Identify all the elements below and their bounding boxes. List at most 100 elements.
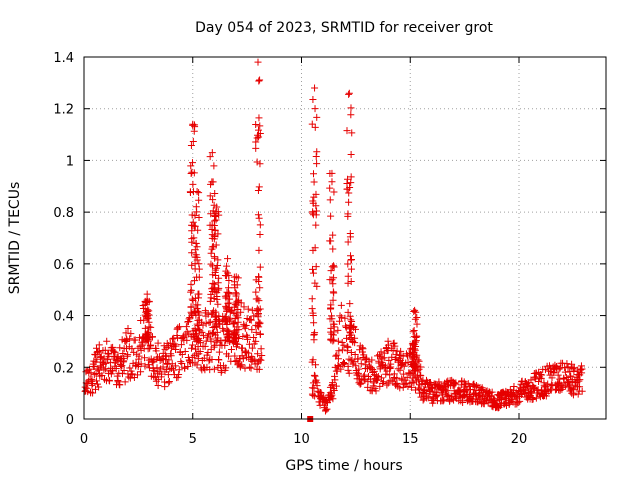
data-point bbox=[211, 227, 219, 235]
data-point bbox=[195, 260, 203, 268]
data-point bbox=[514, 399, 522, 407]
data-point bbox=[211, 269, 219, 277]
data-point bbox=[419, 396, 427, 404]
data-point bbox=[417, 372, 425, 380]
data-point bbox=[414, 384, 422, 392]
data-point bbox=[175, 366, 183, 374]
data-point bbox=[345, 189, 353, 197]
data-point bbox=[550, 369, 558, 377]
data-point bbox=[208, 309, 216, 317]
data-point bbox=[154, 339, 162, 347]
data-point bbox=[89, 389, 97, 397]
data-point bbox=[230, 320, 238, 328]
data-point bbox=[409, 341, 417, 349]
data-point bbox=[255, 365, 263, 373]
data-point bbox=[128, 345, 136, 353]
data-point bbox=[152, 347, 160, 355]
data-point bbox=[90, 371, 98, 379]
data-point bbox=[344, 272, 352, 280]
data-point bbox=[346, 312, 354, 320]
data-point bbox=[472, 382, 480, 390]
data-point bbox=[409, 374, 417, 382]
data-point bbox=[338, 346, 346, 354]
data-point bbox=[188, 238, 196, 246]
data-point bbox=[188, 295, 196, 303]
data-point bbox=[223, 320, 231, 328]
data-point bbox=[326, 396, 334, 404]
data-point bbox=[147, 341, 155, 349]
data-point bbox=[187, 162, 195, 170]
data-point bbox=[103, 337, 111, 345]
data-point bbox=[164, 371, 172, 379]
data-point bbox=[178, 359, 186, 367]
data-point bbox=[222, 294, 230, 302]
data-point bbox=[188, 261, 196, 269]
data-point bbox=[348, 256, 356, 264]
data-point bbox=[530, 383, 538, 391]
data-point bbox=[165, 356, 173, 364]
data-point bbox=[210, 217, 218, 225]
data-point bbox=[344, 212, 352, 220]
data-point bbox=[224, 255, 232, 263]
x-axis-title: GPS time / hours bbox=[285, 458, 402, 474]
data-point bbox=[143, 313, 151, 321]
data-point bbox=[199, 332, 207, 340]
data-point bbox=[237, 308, 245, 316]
data-point bbox=[255, 318, 263, 326]
data-point bbox=[175, 370, 183, 378]
data-point bbox=[335, 347, 343, 355]
data-point bbox=[123, 352, 131, 360]
data-point bbox=[563, 360, 571, 368]
data-point bbox=[140, 316, 148, 324]
data-point bbox=[348, 129, 356, 137]
data-point bbox=[308, 295, 316, 303]
data-point bbox=[193, 208, 201, 216]
data-point bbox=[153, 364, 161, 372]
data-point bbox=[308, 305, 316, 313]
data-point bbox=[310, 178, 318, 186]
data-point bbox=[215, 348, 223, 356]
data-point bbox=[95, 348, 103, 356]
data-point bbox=[131, 336, 139, 344]
y-tick-label: 1.2 bbox=[53, 103, 74, 118]
data-point bbox=[310, 371, 318, 379]
data-point bbox=[166, 339, 174, 347]
data-point bbox=[191, 309, 199, 317]
data-point bbox=[248, 306, 256, 314]
data-point bbox=[343, 127, 351, 135]
data-point bbox=[368, 356, 376, 364]
x-tick-labels: 0 5 10 15 20 bbox=[80, 432, 527, 447]
data-point bbox=[554, 371, 562, 379]
data-point bbox=[313, 148, 321, 156]
data-point bbox=[400, 370, 408, 378]
data-point bbox=[256, 230, 264, 238]
data-point bbox=[252, 337, 260, 345]
data-point bbox=[84, 388, 92, 396]
data-point bbox=[448, 395, 456, 403]
data-point bbox=[187, 280, 195, 288]
data-point bbox=[120, 354, 128, 362]
data-point bbox=[87, 369, 95, 377]
x-tick-label: 5 bbox=[189, 432, 197, 447]
data-point bbox=[233, 326, 241, 334]
data-point bbox=[518, 377, 526, 385]
data-point bbox=[135, 355, 143, 363]
data-point bbox=[167, 344, 175, 352]
data-point bbox=[343, 342, 351, 350]
data-point bbox=[377, 374, 385, 382]
y-tick-label: 0.4 bbox=[53, 310, 74, 325]
data-point bbox=[126, 374, 134, 382]
data-point bbox=[239, 332, 247, 340]
data-point bbox=[330, 262, 338, 270]
data-point bbox=[223, 262, 231, 270]
data-point bbox=[144, 314, 152, 322]
data-point bbox=[206, 318, 214, 326]
data-point bbox=[329, 395, 337, 403]
data-point bbox=[187, 303, 195, 311]
data-point bbox=[232, 290, 240, 298]
data-point bbox=[345, 369, 353, 377]
data-point bbox=[257, 345, 265, 353]
data-point bbox=[309, 356, 317, 364]
data-point bbox=[435, 378, 443, 386]
data-point bbox=[310, 336, 318, 344]
